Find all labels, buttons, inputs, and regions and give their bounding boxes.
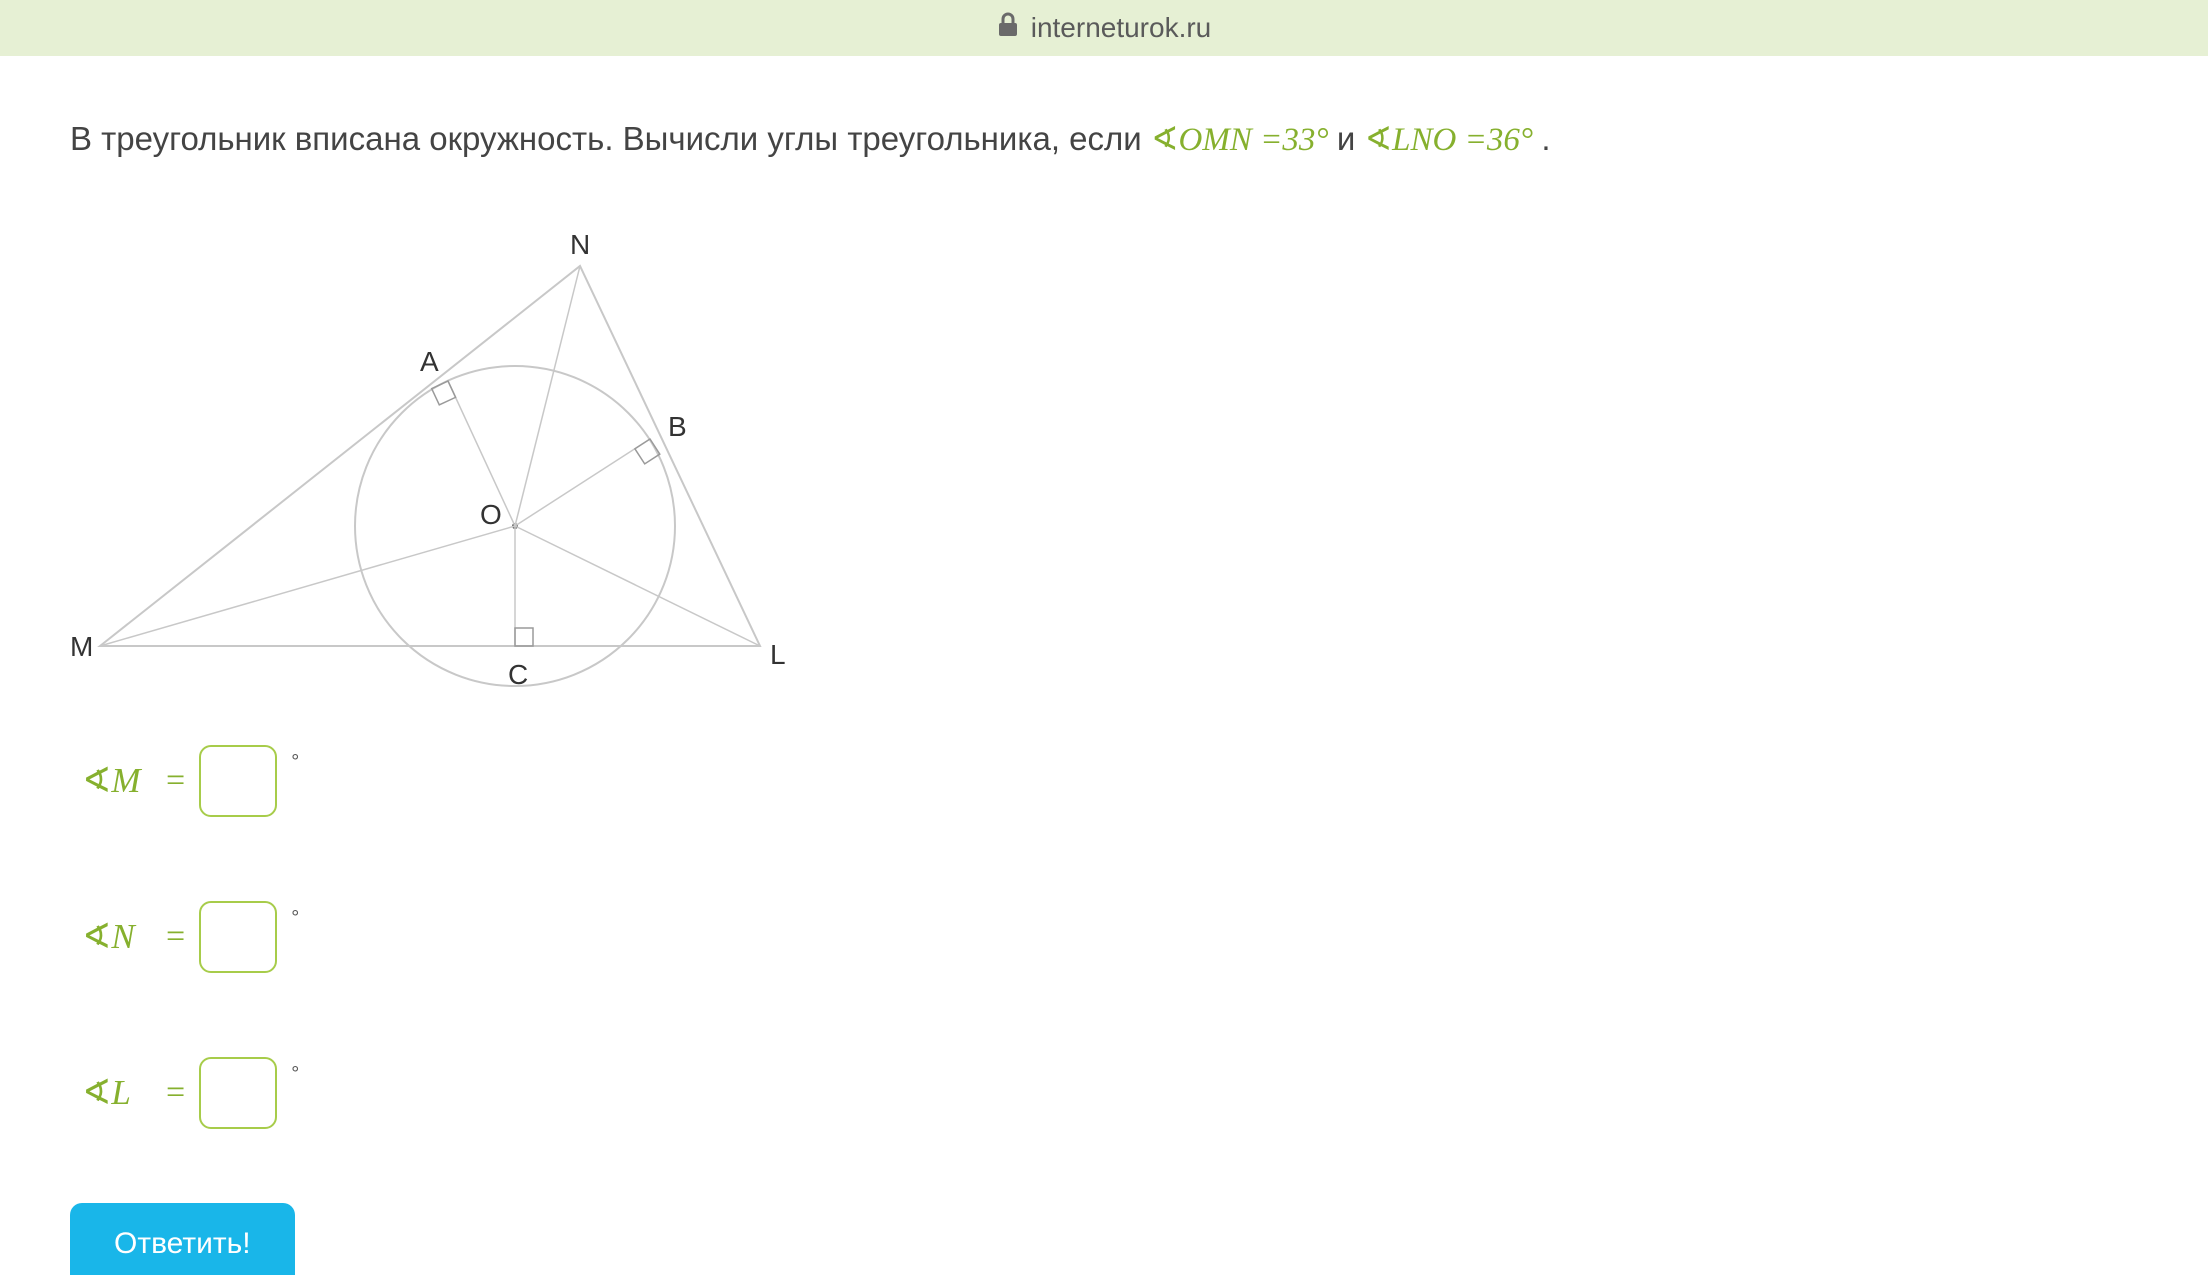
answer-label-l: ∢L: [82, 1073, 152, 1113]
answer-eq-l: =: [166, 1074, 185, 1112]
label-c: C: [508, 659, 528, 690]
degree-l: °: [291, 1063, 299, 1086]
answer-eq-m: =: [166, 762, 185, 800]
answer-label-n: ∢N: [82, 917, 152, 957]
angle2-expression: ∢LNO =36°: [1364, 122, 1541, 158]
problem-suffix: .: [1541, 120, 1550, 157]
degree-m: °: [291, 751, 299, 774]
label-a: A: [420, 346, 439, 377]
label-n: N: [570, 229, 590, 260]
angle-m-input[interactable]: [199, 745, 277, 817]
angle1-expression: ∢OMN =33°: [1151, 122, 1337, 158]
answer-row-m: ∢M = °: [82, 745, 2138, 817]
degree-n: °: [291, 907, 299, 930]
angle-n-input[interactable]: [199, 901, 277, 973]
content: В треугольник вписана окружность. Вычисл…: [0, 56, 2208, 1275]
label-l: L: [770, 639, 786, 670]
diagram: N A B O M C L: [60, 206, 2138, 701]
answer-eq-n: =: [166, 918, 185, 956]
url-bar: interneturok.ru: [0, 0, 2208, 56]
label-o: O: [480, 499, 502, 530]
problem-prefix: В треугольник вписана окружность. Вычисл…: [70, 120, 1151, 157]
label-b: B: [668, 411, 687, 442]
url-domain: interneturok.ru: [1031, 12, 1212, 44]
label-m: M: [70, 631, 93, 662]
answer-row-l: ∢L = °: [82, 1057, 2138, 1129]
answer-label-m: ∢M: [82, 761, 152, 801]
answer-row-n: ∢N = °: [82, 901, 2138, 973]
submit-button[interactable]: Ответить!: [70, 1203, 295, 1275]
angle-l-input[interactable]: [199, 1057, 277, 1129]
problem-middle: и: [1337, 120, 1365, 157]
lock-icon: [997, 12, 1019, 45]
answers: ∢M = ° ∢N = ° ∢L = °: [82, 745, 2138, 1129]
problem-statement: В треугольник вписана окружность. Вычисл…: [70, 114, 2138, 166]
